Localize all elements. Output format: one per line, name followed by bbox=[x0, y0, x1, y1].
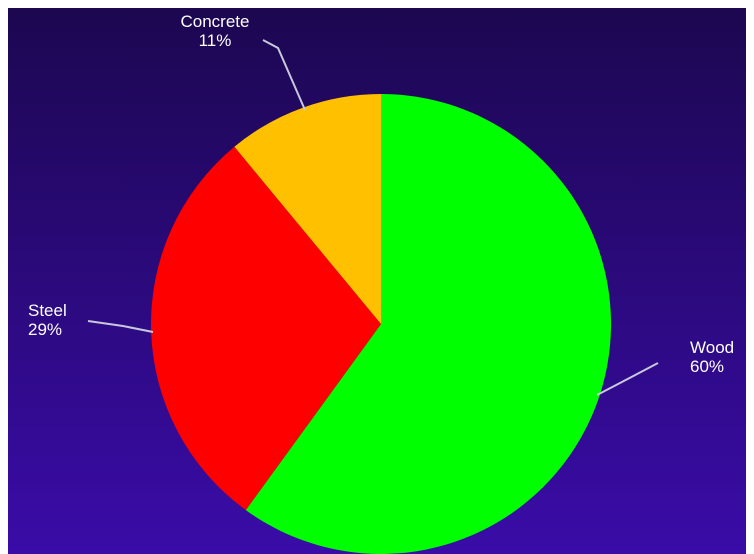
slice-label-wood: Wood bbox=[690, 338, 734, 357]
leader-line-wood bbox=[596, 362, 659, 396]
slice-value-label-steel: 29% bbox=[28, 320, 62, 339]
slice-value-label-wood: 60% bbox=[690, 357, 724, 376]
pie-slice-wood bbox=[245, 94, 612, 554]
leader-line-steel bbox=[87, 320, 154, 333]
pie-chart: Wood 60% Steel 29% Concrete 11% bbox=[8, 8, 746, 554]
slice-label-steel: Steel bbox=[28, 301, 67, 320]
leader-line-concrete bbox=[262, 39, 306, 111]
pie-slice-steel bbox=[151, 146, 381, 511]
pie-slice-concrete bbox=[234, 93, 381, 324]
slices-layer bbox=[151, 93, 612, 554]
slice-value-label-concrete: 11% bbox=[199, 31, 232, 50]
slice-label-concrete: Concrete bbox=[181, 12, 250, 31]
leader-lines-layer bbox=[87, 39, 659, 396]
